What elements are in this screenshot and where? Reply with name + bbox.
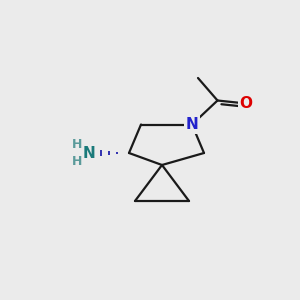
Text: O: O (239, 96, 253, 111)
Text: N: N (83, 146, 95, 160)
Text: N: N (186, 117, 198, 132)
Text: H: H (72, 137, 82, 151)
Text: H: H (72, 155, 82, 169)
